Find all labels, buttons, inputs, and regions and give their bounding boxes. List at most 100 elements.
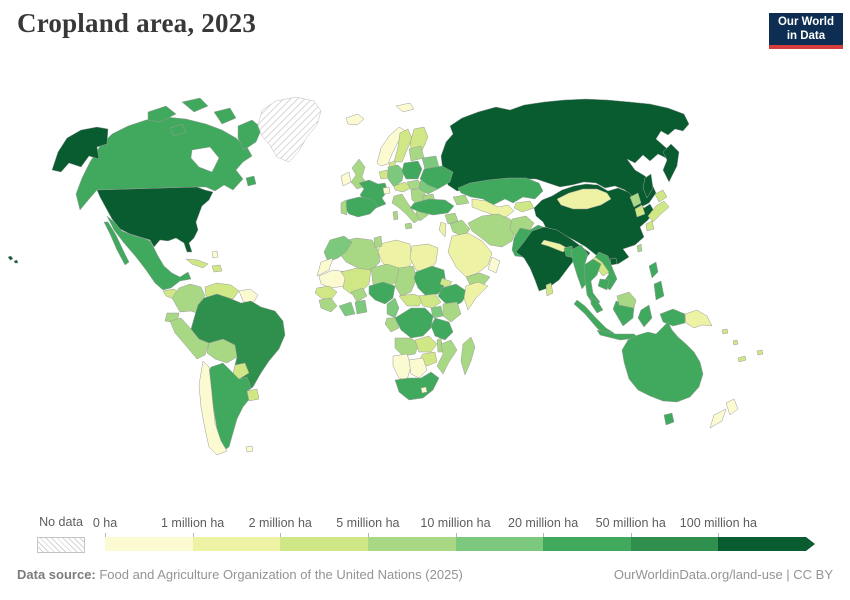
legend-bin[interactable]: 20 million ha [508,516,631,551]
country-south-sudan[interactable] [418,293,442,309]
country-iceland[interactable] [345,113,365,126]
country-caucasus[interactable] [452,194,470,206]
country-somalia[interactable] [463,281,489,311]
country-sweden[interactable] [393,128,413,163]
country-gabon-congo[interactable] [384,317,400,333]
country-new-zealand[interactable] [709,398,739,429]
country-nigeria[interactable] [368,281,396,305]
footer-link[interactable]: OurWorldinData.org/land-use | CC BY [613,567,833,582]
country-malaysia-borneo[interactable] [616,291,637,309]
country-baltics[interactable] [408,145,425,162]
country-peru[interactable] [169,317,210,360]
country-angola[interactable] [394,337,420,357]
country-papua-new-guinea[interactable] [684,309,713,329]
country-namibia[interactable] [392,353,412,381]
country-svalbard[interactable] [395,102,415,113]
country-canada[interactable] [213,107,237,125]
country-russia-sakhalin[interactable] [642,173,654,199]
country-vanuatu[interactable] [732,339,739,346]
country-zambia[interactable] [414,335,438,353]
country-taiwan[interactable] [636,243,643,253]
country-south-africa[interactable] [394,371,440,401]
country-bahamas[interactable] [211,250,219,259]
country-united-states-hawaii[interactable] [7,255,19,264]
country-united-states[interactable] [96,186,214,253]
country-canada[interactable] [245,175,257,187]
country-mexico-baja[interactable] [103,221,130,266]
country-guinea[interactable] [318,297,338,313]
country-chile[interactable] [198,360,228,456]
country-drc[interactable] [394,307,434,339]
country-india[interactable] [515,226,591,292]
country-falkland-islands[interactable] [245,445,254,453]
country-indonesia-papua[interactable] [659,308,686,327]
country-north-korea[interactable] [629,192,642,208]
country-switzerland[interactable] [382,186,391,195]
legend-bin[interactable]: 5 million ha [336,516,456,551]
country-ghana[interactable] [354,299,368,315]
country-canada[interactable] [147,105,177,123]
country-mozambique[interactable] [436,339,458,375]
country-cameroon[interactable] [386,297,400,319]
legend-no-data-swatch[interactable] [37,537,85,553]
country-syria[interactable] [444,212,459,225]
legend-bin[interactable]: 0 ha [93,516,193,551]
country-kazakhstan[interactable] [457,177,544,206]
country-uganda[interactable] [430,305,444,319]
country-canada[interactable] [169,123,187,137]
country-central-asia[interactable] [471,198,515,218]
legend-bin[interactable]: 2 million ha [249,516,368,551]
country-senegal[interactable] [314,285,338,301]
country-tanzania[interactable] [430,317,454,341]
country-turkey[interactable] [409,198,455,216]
country-canada[interactable] [181,97,209,113]
country-mexico[interactable] [106,215,192,291]
country-czech-austria[interactable] [393,181,412,193]
country-malaysia[interactable] [590,296,604,314]
country-uruguay[interactable] [246,388,260,402]
country-levant[interactable] [438,221,447,238]
country-kyrgyz-tajik[interactable] [513,200,535,213]
country-cambodia[interactable] [597,278,610,291]
country-mongolia[interactable] [556,188,612,210]
country-benelux[interactable] [378,169,389,180]
country-colombia[interactable] [171,283,206,316]
country-yemen[interactable] [465,272,491,288]
country-poland[interactable] [401,160,423,180]
country-sri-lanka[interactable] [545,282,554,297]
country-indonesia-sulawesi[interactable] [637,304,653,328]
country-chad[interactable] [394,265,418,297]
owid-logo[interactable]: Our World in Data [769,13,843,49]
country-australia-tasmania[interactable] [663,412,675,426]
country-ivory-coast[interactable] [338,301,356,317]
country-japan[interactable] [645,189,670,232]
legend-bin[interactable]: 100 million ha [680,516,806,551]
country-madagascar[interactable] [460,336,476,376]
legend-bin[interactable]: 1 million ha [161,516,281,551]
country-sudan[interactable] [413,265,447,297]
country-oman[interactable] [487,256,501,274]
country-saudi-arabia[interactable] [447,232,493,278]
country-philippines[interactable] [648,261,665,301]
country-russia-kamchatka[interactable] [662,143,680,183]
country-lesotho[interactable] [420,386,428,394]
country-guyanas[interactable] [238,288,259,306]
country-morocco[interactable] [323,235,353,263]
legend-bin[interactable]: 10 million ha [420,516,544,551]
country-iran[interactable] [467,213,517,248]
country-nepal[interactable] [540,239,568,253]
country-germany[interactable] [387,164,405,188]
country-cuba[interactable] [185,258,209,269]
country-kenya[interactable] [442,301,462,323]
country-ireland[interactable] [340,171,352,187]
country-botswana[interactable] [408,357,428,379]
country-canada[interactable] [237,119,263,151]
country-tunisia[interactable] [373,235,383,249]
country-hispaniola[interactable] [211,264,223,273]
country-portugal[interactable] [340,199,348,216]
country-new-caledonia[interactable] [737,355,747,363]
country-united-states-alaska[interactable] [51,126,109,173]
country-greenland[interactable] [257,96,322,163]
country-australia[interactable] [621,321,704,403]
country-solomon-islands[interactable] [721,328,729,335]
